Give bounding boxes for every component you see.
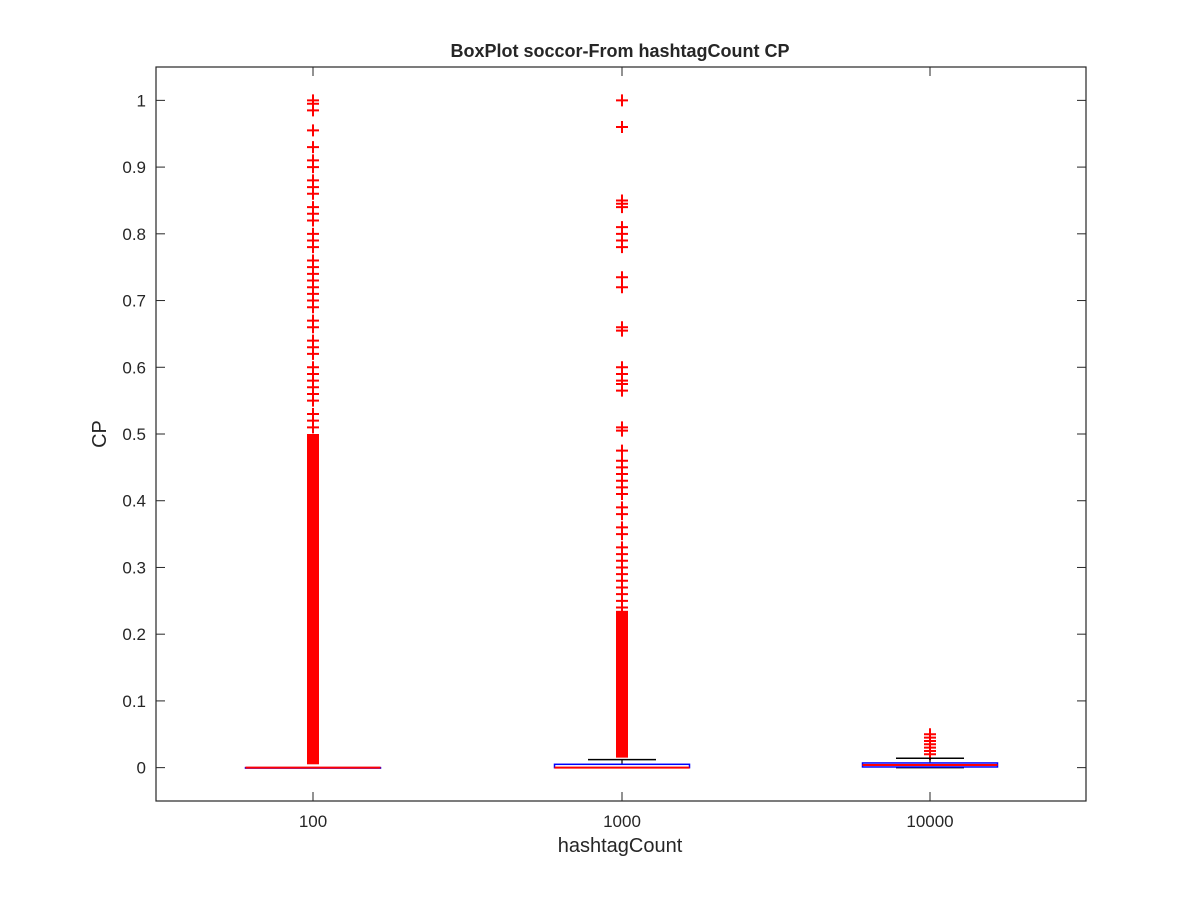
outlier-point [616,194,628,207]
ticks-layer: 0 0.1 0.2 0.3 0.4 0.5 0.6 0.7 0.8 0.9 1 100 1000 1000… [122,67,1086,831]
outlier-point [616,521,628,534]
y-tick-label: 0.3 [122,558,146,577]
box-group-100 [244,94,382,769]
box-group-10000 [861,728,999,769]
y-tick-label: 0.1 [122,692,146,711]
y-tick-label: 0.7 [122,292,146,311]
outlier-point [307,201,319,214]
outlier-point [616,321,628,334]
outlier-band [307,434,319,765]
y-tick-label: 0.8 [122,225,146,244]
outlier-point [616,421,628,434]
outlier-point [616,271,628,284]
outlier-point [307,141,319,154]
outlier-point [616,121,628,134]
outlier-point [616,221,628,234]
y-tick-label: 0.6 [122,358,146,377]
outlier-point [616,361,628,374]
axes-frame [155,66,1087,802]
box-group-1000 [553,94,691,769]
outlier-point [307,314,319,327]
outlier-point [616,281,628,294]
outlier-point [307,407,319,420]
outlier-point [307,361,319,374]
outlier-point [616,444,628,457]
outlier-point [307,154,319,167]
y-tick-label: 0.5 [122,425,146,444]
outlier-point [616,501,628,514]
outlier-point [924,728,936,741]
outlier-point [616,454,628,467]
y-tick-label: 0.9 [122,158,146,177]
x-tick-label: 1000 [603,812,641,831]
outlier-band [616,610,628,758]
y-tick-label: 0 [137,759,146,778]
outlier-point [616,541,628,554]
boxes-layer [244,94,999,769]
y-tick-label: 0.2 [122,625,146,644]
y-tick-label: 1 [137,91,146,110]
outlier-point [307,94,319,107]
x-axis-label: hashtagCount [558,835,683,857]
outlier-point [307,254,319,267]
x-tick-label: 10000 [906,812,953,831]
y-tick-label: 0.4 [122,492,146,511]
outlier-point [307,227,319,240]
x-tick-label: 100 [299,812,327,831]
y-axis-label: CP [89,420,111,448]
outlier-point [307,334,319,347]
outlier-point [307,124,319,137]
outlier-point [616,94,628,107]
outlier-point [307,174,319,187]
chart-title: BoxPlot soccor-From hashtagCount CP [450,41,789,61]
